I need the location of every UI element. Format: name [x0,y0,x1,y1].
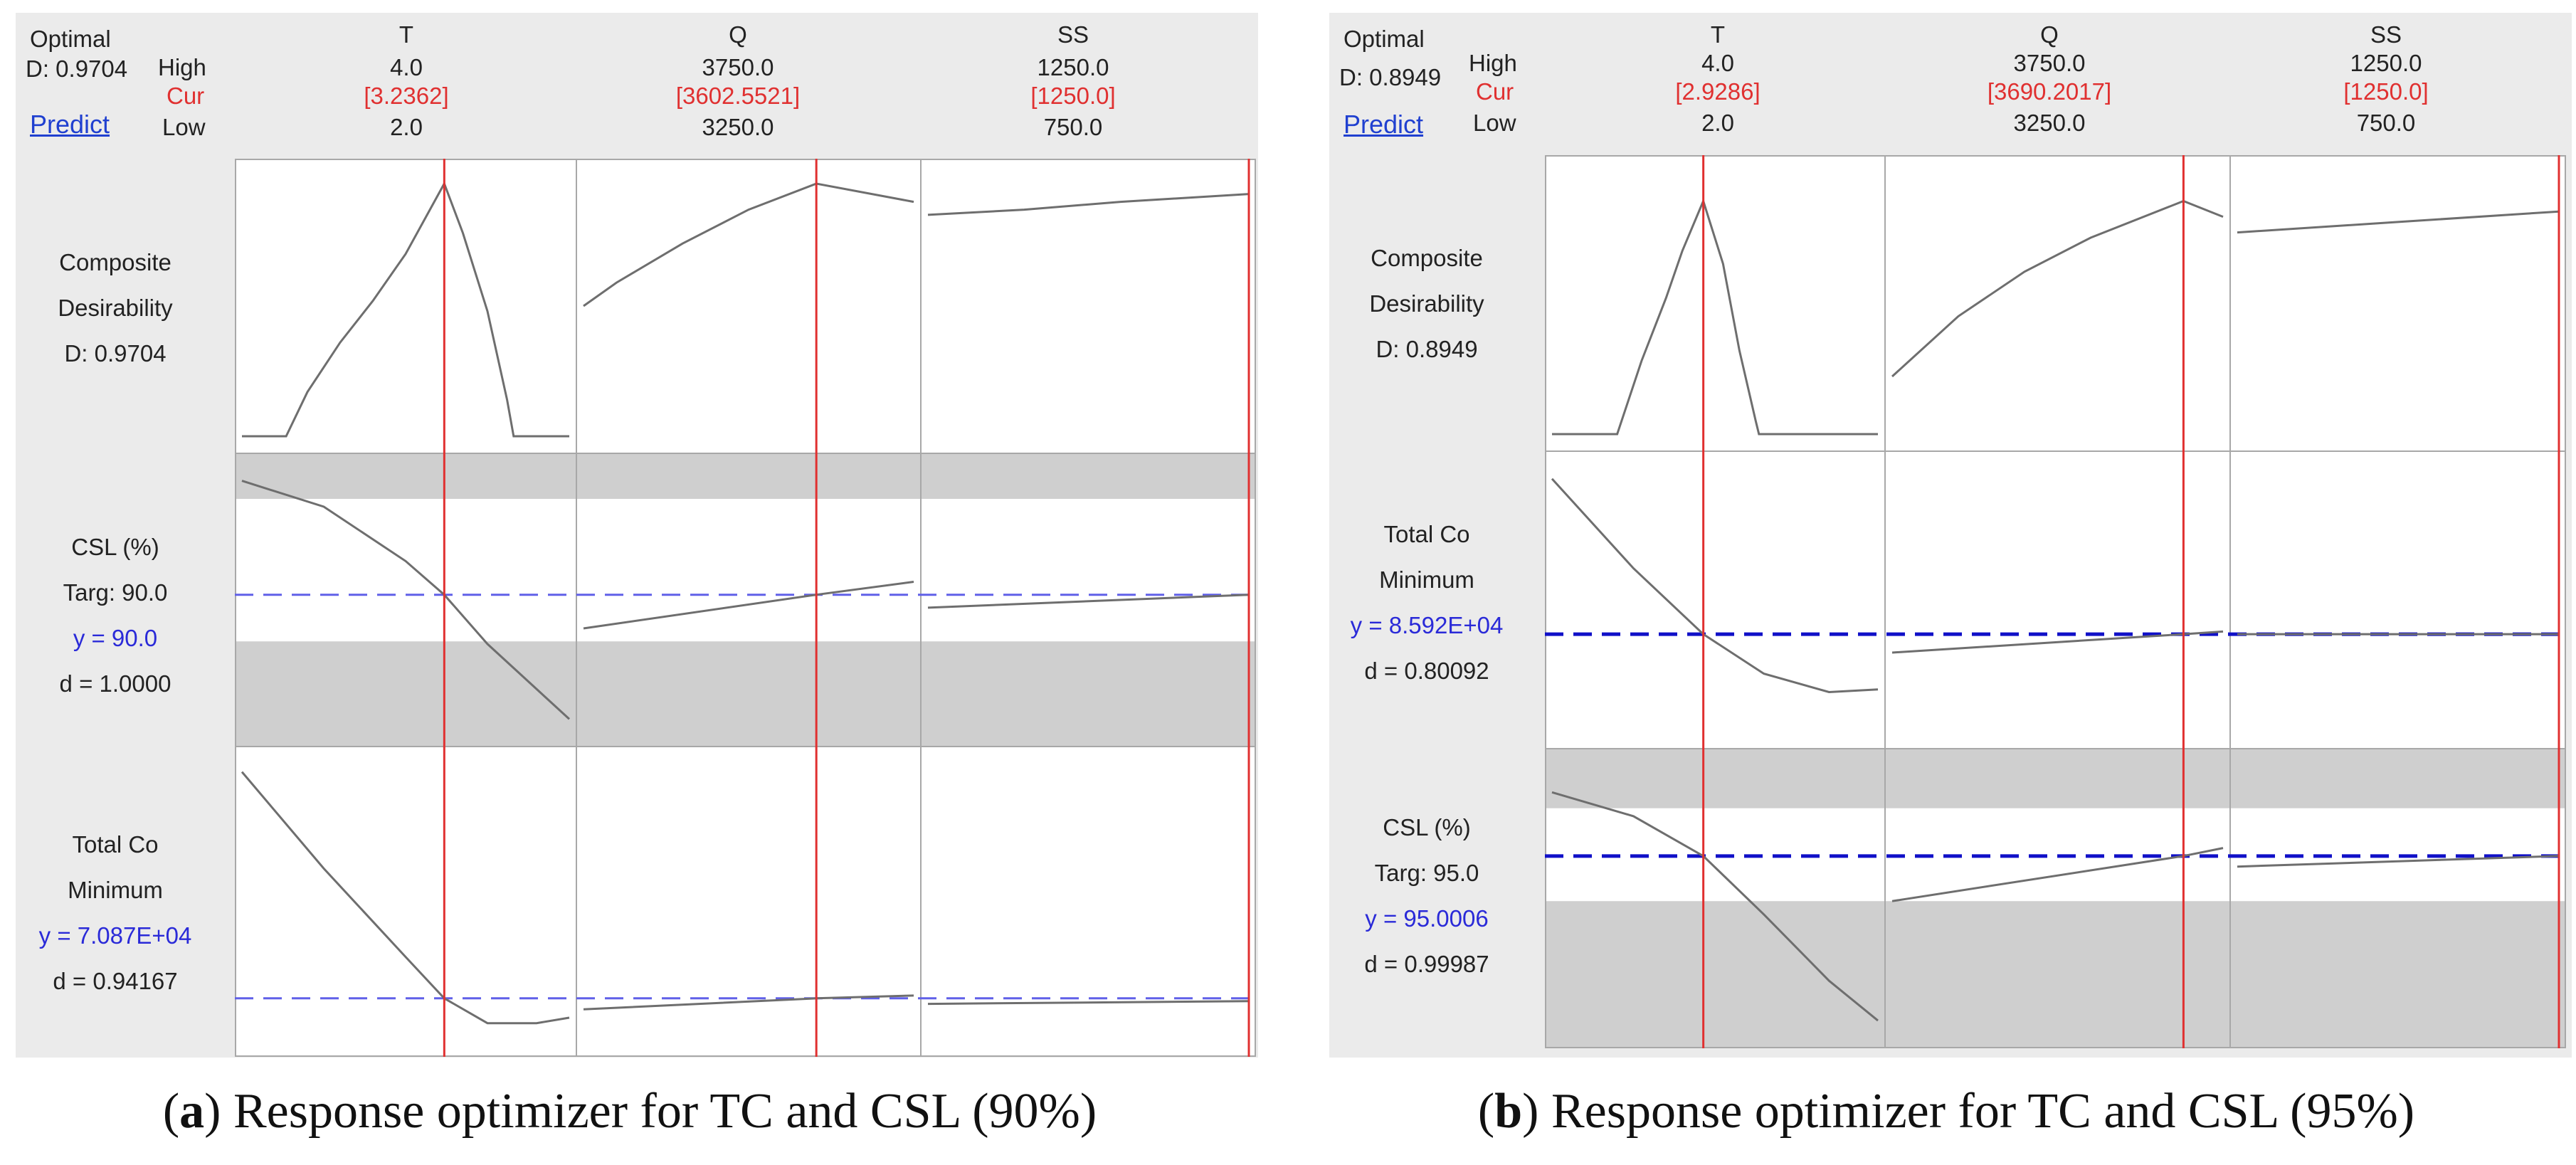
curve-composite-q [1891,199,2224,378]
plot-area-a [235,159,1256,1057]
shaded-band-csl-1 [235,453,1256,500]
resp-label-csl-2: y = 90.0 [73,625,158,651]
resp-label-csl-0: CSL (%) [71,534,159,560]
optimizer-panel-b: Optimal D: 0.8949 Predict High Cur Low T… [1329,13,2572,1058]
plot-svg-b [1545,155,2566,1048]
factor-low-q: 3250.0 [2013,110,2086,136]
resp-label-composite-2: D: 0.8949 [1376,336,1478,362]
predict-link[interactable]: Predict [30,110,110,139]
curve-composite-ss [927,193,1250,216]
caption-a: (a) Response optimizer for TC and CSL (9… [162,1084,1097,1139]
factor-name-q: Q [2040,21,2059,48]
factor-cur-t: [3.2362] [364,83,449,109]
resp-label-csl-1: Targ: 95.0 [1374,860,1479,886]
row-label-cur: Cur [1476,78,1514,105]
factor-high-t: 4.0 [390,54,423,80]
plot-border [1545,155,2566,1048]
optimal-d-value: D: 0.8949 [1339,64,1442,90]
resp-label-composite-1: Desirability [58,295,173,321]
factor-high-t: 4.0 [1701,50,1734,76]
optimal-d-value: D: 0.9704 [26,56,128,82]
curve-composite-ss [2237,210,2560,234]
factor-name-t: T [1710,21,1726,48]
resp-label-totalco-3: d = 0.94167 [53,968,178,994]
curve-csl-ss [2237,855,2560,868]
factor-cur-t: [2.9286] [1675,78,1761,105]
factor-low-t: 2.0 [390,114,423,140]
plot-border [235,159,1256,1057]
optimal-label: Optimal [30,26,111,52]
curve-composite-t [242,181,569,438]
resp-label-composite-1: Desirability [1369,290,1484,317]
resp-label-composite-0: Composite [59,249,171,275]
resp-label-totalco-1: Minimum [1379,566,1474,593]
row-label-low: Low [162,114,206,140]
resp-label-totalco-0: Total Co [1383,521,1470,547]
factor-low-t: 2.0 [1701,110,1734,136]
factor-high-ss: 1250.0 [2350,50,2422,76]
shaded-band-csl-0 [235,641,1256,747]
curve-csl-ss [927,594,1250,609]
resp-label-totalco-2: y = 7.087E+04 [38,922,192,949]
resp-label-csl-3: d = 1.0000 [59,670,171,697]
factor-name-t: T [398,21,414,48]
factor-name-ss: SS [1057,21,1089,48]
plot-background [235,159,1256,1057]
factor-name-ss: SS [2370,21,2402,48]
caption-a-text: Response optimizer for TC and CSL (90%) [233,1084,1097,1139]
plot-svg-a [235,159,1256,1057]
plot-area-b [1545,155,2566,1048]
optimizer-panel-a: Optimal D: 0.9704 Predict High Cur Low T… [16,13,1258,1058]
caption-b: (b) Response optimizer for TC and CSL (9… [1477,1084,2415,1139]
factor-cur-q: [3602.5521] [675,83,801,109]
curve-composite-q [583,182,914,307]
row-label-cur: Cur [167,83,205,109]
row-label-high: High [158,54,206,80]
resp-label-csl-0: CSL (%) [1383,814,1471,840]
resp-label-totalco-0: Total Co [72,831,159,858]
resp-label-csl-3: d = 0.99987 [1364,951,1489,977]
shaded-band-csl-0 [1545,901,2566,1048]
caption-b-text: Response optimizer for TC and CSL (95%) [1551,1084,2415,1139]
factor-low-ss: 750.0 [2356,110,2416,136]
resp-label-csl-1: Targ: 90.0 [63,579,168,606]
resp-label-csl-2: y = 95.0006 [1365,905,1489,932]
plot-background [1545,155,2566,1048]
shaded-band-csl-1 [1545,749,2566,808]
resp-label-totalco-2: y = 8.592E+04 [1350,612,1504,638]
resp-label-composite-0: Composite [1371,245,1483,271]
curve-csl-t [1551,791,1879,1022]
resp-label-totalco-1: Minimum [68,877,163,903]
factor-low-ss: 750.0 [1043,114,1103,140]
curve-csl-t [241,480,571,720]
resp-label-totalco-3: d = 0.80092 [1364,658,1489,684]
factor-cur-q: [3690.2017] [1987,78,2112,105]
resp-label-composite-2: D: 0.9704 [64,340,167,367]
caption-b-label: b [1494,1084,1523,1139]
factor-name-q: Q [729,21,747,48]
factor-high-q: 3750.0 [2013,50,2086,76]
row-label-high: High [1469,50,1517,76]
factor-low-q: 3250.0 [702,114,774,140]
caption-a-label: a [179,1084,205,1139]
factor-high-ss: 1250.0 [1037,54,1109,80]
curve-totalco-t [1551,478,1879,694]
factor-cur-ss: [1250.0] [1030,83,1116,109]
curve-totalco-ss [927,1000,1250,1006]
predict-link[interactable]: Predict [1344,110,1424,139]
factor-high-q: 3750.0 [702,54,774,80]
optimal-label: Optimal [1344,26,1425,52]
factor-cur-ss: [1250.0] [2343,78,2429,105]
row-label-low: Low [1473,110,1516,136]
